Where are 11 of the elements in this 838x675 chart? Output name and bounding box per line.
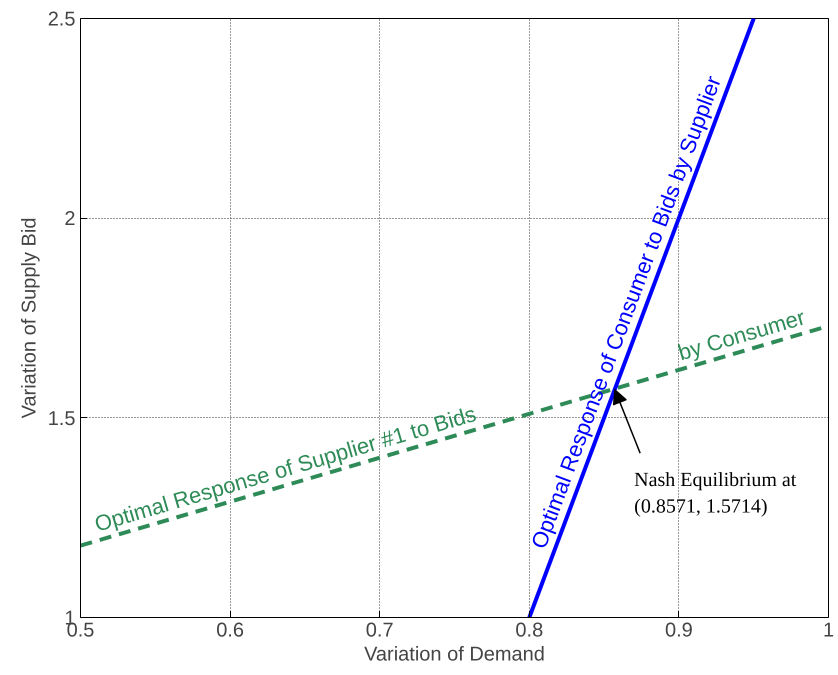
x-tick-label: 1 (822, 620, 834, 642)
x-tick-label: 0.7 (366, 620, 394, 642)
y-tick-label: 2 (64, 208, 76, 230)
y-axis-title: Variation of Supply Bid (18, 218, 41, 418)
x-tick-label: 0.9 (665, 620, 693, 642)
x-tick-label: 0.6 (216, 620, 244, 642)
annotation: Nash Equilibrium at (0.8571, 1.5714) (634, 468, 797, 518)
x-tick-label: 0.8 (515, 620, 544, 642)
y-tick-label: 2.5 (48, 8, 76, 30)
x-axis-title: Variation of Demand (364, 644, 545, 666)
y-tick-label: 1.5 (48, 408, 76, 430)
